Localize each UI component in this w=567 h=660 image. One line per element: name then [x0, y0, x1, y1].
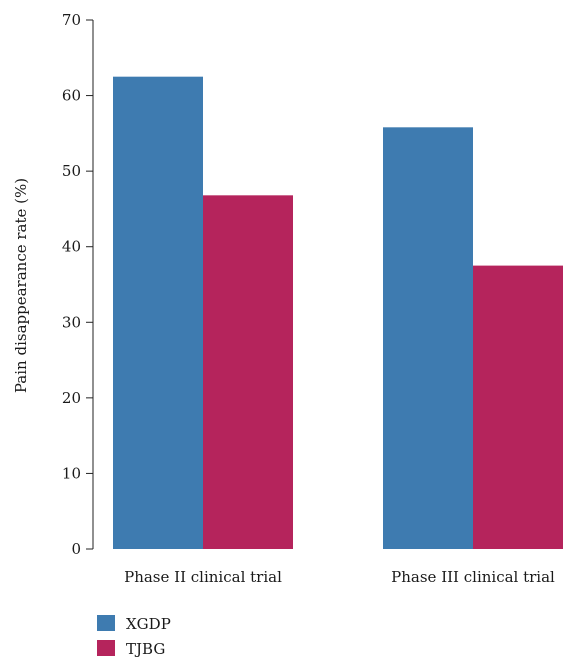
- legend-swatch-tjbg: [97, 640, 115, 656]
- y-tick-label: 50: [62, 162, 81, 180]
- y-tick-label: 60: [62, 87, 81, 105]
- x-category-label: Phase III clinical trial: [391, 568, 555, 586]
- legend-label-xgdp: XGDP: [126, 615, 171, 633]
- bars-layer: [113, 76, 563, 549]
- y-tick-label: 30: [62, 313, 81, 331]
- y-tick-label: 70: [62, 11, 81, 29]
- axes-layer: [86, 19, 94, 550]
- y-axis-title: Pain disappearance rate (%): [12, 178, 30, 393]
- bar-xgdp-phase-ii-clinical-trial: [113, 76, 203, 549]
- bar-xgdp-phase-iii-clinical-trial: [383, 127, 473, 549]
- y-tick-label: 40: [62, 238, 81, 256]
- y-tick-label: 10: [62, 464, 81, 482]
- labels-layer: 0 10 20 30 40 50 60 70 Phase II clinical trial Ph…: [12, 11, 555, 586]
- y-tick-label: 0: [71, 540, 81, 558]
- x-category-label: Phase II clinical trial: [124, 568, 282, 586]
- legend-label-tjbg: TJBG: [126, 640, 165, 658]
- legend: XGDP TJBG: [97, 615, 171, 658]
- bar-tjbg-phase-ii-clinical-trial: [203, 195, 293, 549]
- y-tick-label: 20: [62, 389, 81, 407]
- bar-tjbg-phase-iii-clinical-trial: [473, 265, 563, 549]
- legend-swatch-xgdp: [97, 615, 115, 631]
